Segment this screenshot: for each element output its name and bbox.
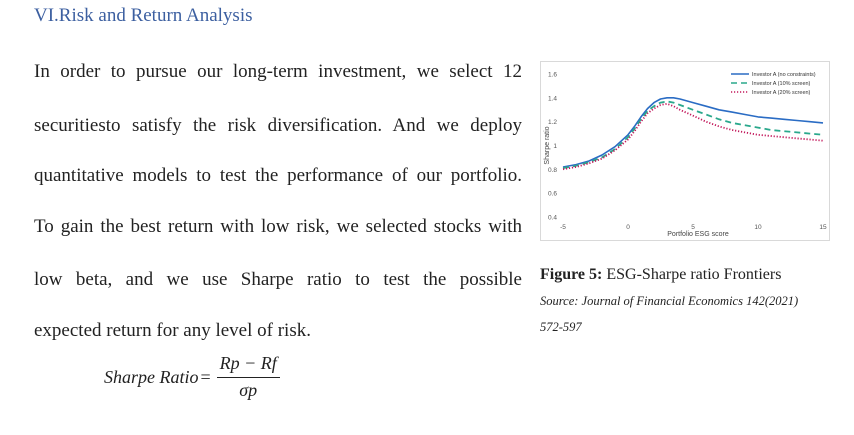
paragraph-line-4: To gain the best return with low risk, w… <box>34 216 522 237</box>
formula-equals: = <box>200 366 211 387</box>
series-line-2 <box>562 100 824 169</box>
figure-source-line-2: 572-597 <box>540 320 582 334</box>
figure-caption-label: Figure 5: <box>540 266 603 283</box>
figure-caption-text: ESG-Sharpe ratio Frontiers <box>602 266 782 283</box>
y-tick-label: 0.8 <box>548 167 557 174</box>
y-tick-label: 1.2 <box>548 119 557 126</box>
y-tick-label: 1.4 <box>548 95 557 102</box>
formula-lhs: Sharpe Ratio <box>104 366 199 387</box>
sharpe-ratio-formula: Sharpe Ratio = Rp − Rf σp <box>104 353 280 401</box>
paragraph-line-5: low beta, and we use Sharpe ratio to tes… <box>34 269 522 290</box>
legend-label-1: Investor A (no constraints) <box>752 72 816 78</box>
x-tick-label: 0 <box>626 224 630 231</box>
esg-sharpe-chart: 0.4 0.6 0.8 1 1.2 1.4 1.6 -5 0 5 10 15 Portfolio ESG… <box>540 61 830 241</box>
legend-label-2: Investor A (10% screen) <box>752 81 811 87</box>
formula-fraction: Rp − Rf σp <box>216 353 280 401</box>
y-axis-label: Sharpe ratio <box>544 126 551 164</box>
y-tick-label: 0.6 <box>548 191 557 198</box>
figure-source-line-1: Source: Journal of Financial Economics 1… <box>540 294 799 308</box>
series-line-3 <box>562 102 824 171</box>
section-heading: VI.Risk and Return Analysis <box>34 5 253 26</box>
x-tick-label: -5 <box>560 224 566 231</box>
paragraph-line-3: quantitative models to test the performa… <box>34 165 522 186</box>
series-line-1 <box>562 96 824 168</box>
x-axis-label: Portfolio ESG score <box>667 231 729 238</box>
legend-label-3: Investor A (20% screen) <box>752 90 811 96</box>
y-tick-label: 0.4 <box>548 215 557 222</box>
formula-numerator: Rp − Rf <box>216 353 280 378</box>
y-tick-label: 1 <box>553 143 557 150</box>
paragraph-line-1: In order to pursue our long-term investm… <box>34 61 522 82</box>
x-tick-label: 15 <box>819 224 827 231</box>
y-tick-label: 1.6 <box>548 72 557 79</box>
chart-svg: 0.4 0.6 0.8 1 1.2 1.4 1.6 -5 0 5 10 15 Portfolio ESG… <box>544 72 827 239</box>
paragraph-line-6: expected return for any level of risk. <box>34 320 311 341</box>
figure-caption: Figure 5: ESG-Sharpe ratio Frontiers <box>540 266 781 284</box>
formula-denominator: σp <box>239 380 258 400</box>
paragraph-line-2: securitiesto satisfy the risk diversific… <box>34 115 522 136</box>
x-tick-label: 10 <box>754 224 762 231</box>
x-tick-label: 5 <box>691 224 695 231</box>
